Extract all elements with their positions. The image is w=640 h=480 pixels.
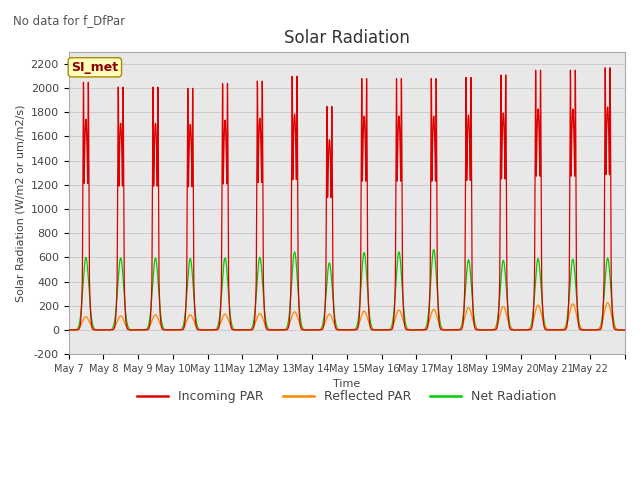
Incoming PAR	[266, 327, 274, 333]
Incoming PAR	[477, 327, 485, 333]
Net Radiation	[93, 327, 100, 333]
X-axis label: Time: Time	[333, 379, 360, 389]
Net Radiation	[430, 247, 438, 252]
Incoming PAR	[418, 327, 426, 333]
Legend: Incoming PAR, Reflected PAR, Net Radiation: Incoming PAR, Reflected PAR, Net Radiati…	[132, 385, 561, 408]
Reflected PAR	[266, 327, 274, 333]
Line: Reflected PAR: Reflected PAR	[68, 303, 625, 330]
Incoming PAR	[507, 327, 515, 333]
Reflected PAR	[418, 327, 426, 333]
Net Radiation	[394, 255, 402, 261]
Line: Net Radiation: Net Radiation	[68, 250, 625, 330]
Net Radiation	[418, 327, 426, 333]
Net Radiation	[621, 327, 629, 333]
Net Radiation	[266, 327, 274, 333]
Net Radiation	[65, 327, 72, 333]
Reflected PAR	[621, 327, 629, 333]
Net Radiation	[477, 327, 485, 333]
Incoming PAR	[621, 327, 629, 333]
Line: Incoming PAR: Incoming PAR	[68, 68, 625, 330]
Net Radiation	[507, 324, 515, 330]
Incoming PAR	[602, 65, 609, 71]
Title: Solar Radiation: Solar Radiation	[284, 29, 410, 48]
Incoming PAR	[93, 327, 100, 333]
Reflected PAR	[477, 327, 485, 333]
Y-axis label: Solar Radiation (W/m2 or um/m2/s): Solar Radiation (W/m2 or um/m2/s)	[15, 104, 25, 302]
Reflected PAR	[65, 327, 72, 333]
Reflected PAR	[604, 300, 611, 306]
Reflected PAR	[394, 308, 402, 314]
Text: SI_met: SI_met	[71, 61, 118, 74]
Incoming PAR	[65, 327, 72, 333]
Reflected PAR	[93, 327, 100, 333]
Incoming PAR	[394, 144, 402, 149]
Text: No data for f_DfPar: No data for f_DfPar	[13, 14, 125, 27]
Reflected PAR	[507, 325, 515, 331]
